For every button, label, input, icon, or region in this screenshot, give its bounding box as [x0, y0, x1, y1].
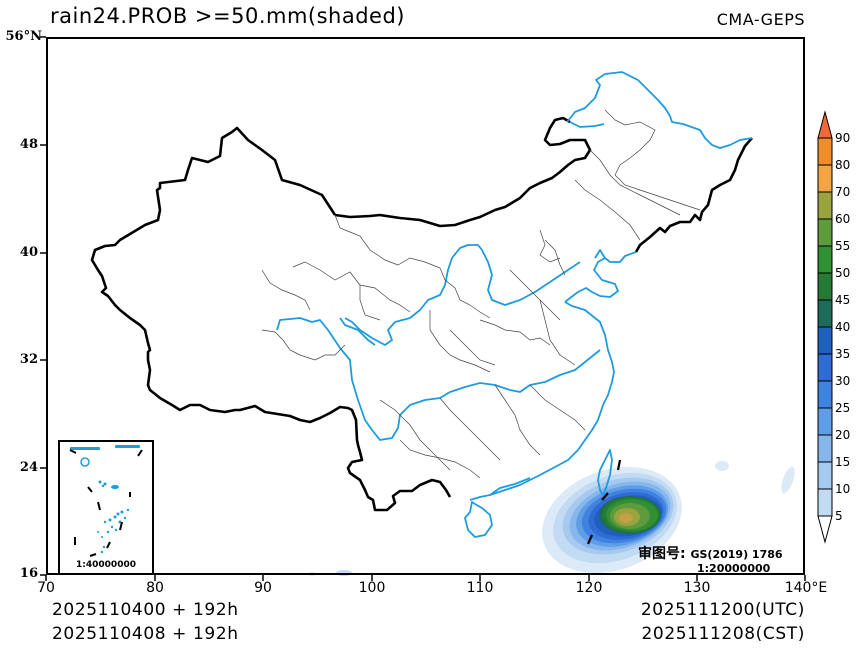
review-number-label: 审图号: [638, 546, 686, 562]
valid-time-cst: 2025111208(CST) [641, 624, 805, 644]
colorbar-label-55: 55 [835, 239, 851, 253]
colorbar-label-10: 10 [835, 482, 851, 496]
colorbar-label-50: 50 [835, 266, 851, 280]
probability-shading [309, 461, 795, 576]
x-tick-130: 130 [683, 580, 711, 596]
x-tick-70: 70 [37, 580, 55, 596]
colorbar-label-80: 80 [835, 158, 851, 172]
x-tick-120: 120 [575, 580, 603, 596]
colorbar-label-25: 25 [835, 401, 851, 415]
x-tick-110: 110 [466, 580, 494, 596]
colorbar-label-70: 70 [835, 185, 851, 199]
y-tick-40: 40 [19, 245, 38, 260]
colorbar-label-35: 35 [835, 347, 851, 361]
main-scale-label: 1:20000000 [697, 562, 771, 575]
y-tick-24: 24 [19, 460, 38, 475]
colorbar-label-5: 5 [835, 509, 843, 523]
model-name: CMA-GEPS [716, 10, 805, 29]
axis-ticks [40, 36, 806, 581]
x-tick-140: 140°E [784, 580, 828, 596]
y-tick-16: 16 [19, 566, 38, 581]
y-tick-48: 48 [19, 137, 38, 152]
colorbar-label-15: 15 [835, 455, 851, 469]
colorbar-label-60: 60 [835, 212, 851, 226]
colorbar-label-30: 30 [835, 374, 851, 388]
map-frame [46, 37, 805, 575]
chart-title: rain24.PROB >=50.mm(shaded) [50, 4, 405, 28]
y-tick-32: 32 [19, 352, 38, 367]
y-tick-56: 56°N [5, 29, 42, 44]
province-borders [261, 109, 701, 479]
colorbar-label-20: 20 [835, 428, 851, 442]
inset-map [69, 445, 143, 557]
valid-time-utc: 2025111200(UTC) [640, 600, 805, 620]
x-tick-80: 80 [146, 580, 164, 596]
national-border [90, 126, 452, 512]
colorbar-label-90: 90 [835, 131, 851, 145]
init-time-cst: 2025110408 + 192h [52, 624, 239, 644]
x-tick-100: 100 [358, 580, 386, 596]
inset-scale-label: 1:40000000 [76, 560, 136, 570]
south-china-sea-inset: 1:40000000 [58, 440, 154, 575]
init-time-utc: 2025110400 + 192h [52, 600, 239, 620]
colorbar-label-45: 45 [835, 293, 851, 307]
review-number-value: GS(2019) 1786 [690, 548, 783, 561]
colorbar-label-40: 40 [835, 320, 851, 334]
nine-dash-line [586, 459, 622, 545]
x-tick-90: 90 [254, 580, 272, 596]
national-border-ne [334, 116, 592, 228]
map-review-number: 审图号: GS(2019) 1786 [638, 543, 783, 563]
national-border-east [634, 137, 753, 253]
